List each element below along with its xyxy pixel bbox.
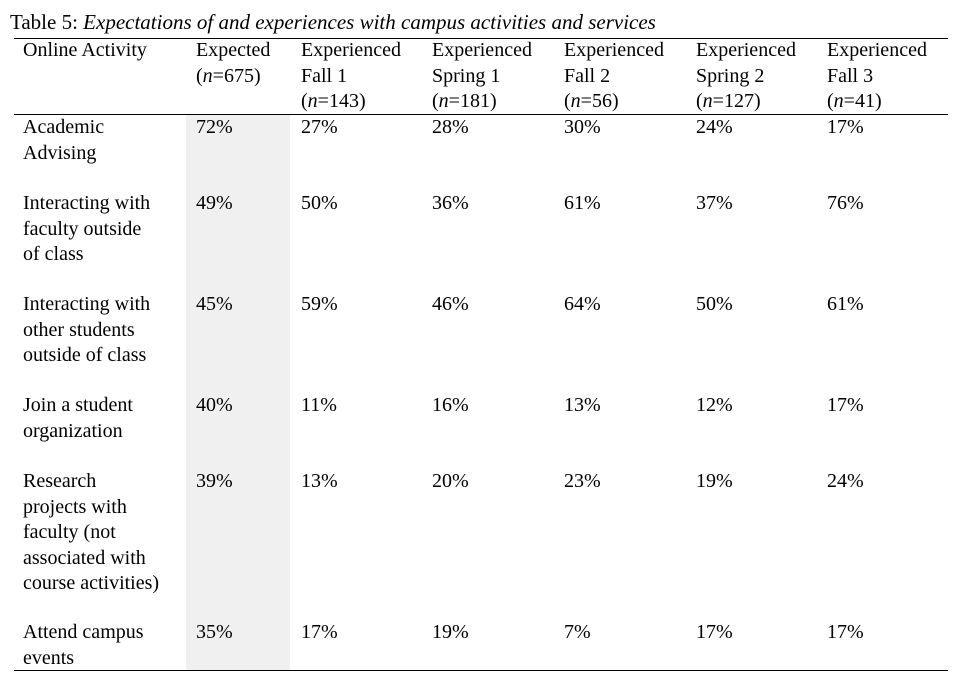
expected-column-shading: [186, 115, 290, 670]
row-label-line: course activities): [23, 572, 160, 594]
row-label-line: Interacting with: [23, 293, 151, 315]
row-label-line: faculty outside: [23, 217, 142, 240]
table-cell-value: 28%: [432, 116, 469, 138]
column-header-line1: Experienced: [827, 39, 927, 61]
column-header-line1: Experienced: [432, 39, 532, 61]
table-cell-value: 61%: [827, 293, 864, 315]
table-caption: Table 5: Expectations of and experiences…: [10, 10, 656, 36]
row-label-line: Academic: [23, 116, 105, 138]
table-cell-value: 19%: [696, 470, 733, 492]
row-label-line: of class: [23, 243, 84, 265]
table-cell-value: 50%: [301, 192, 338, 214]
table-cell-value: 17%: [827, 621, 864, 643]
table-cell-value: 45%: [196, 293, 233, 315]
table-cell-value: 17%: [696, 621, 733, 643]
table-cell-value: 39%: [196, 470, 233, 492]
table-cell-value: 35%: [196, 621, 233, 643]
table-cell-value: 30%: [564, 116, 601, 138]
n-value: =127: [712, 90, 754, 112]
row-label-line: outside of class: [23, 344, 147, 366]
column-header-line1: Expected: [196, 39, 271, 61]
table-cell-value: 11%: [301, 394, 337, 416]
column-header-n: (n=675): [196, 64, 261, 87]
row-label-line: associated with: [23, 546, 146, 569]
column-header-line1: Experienced: [696, 39, 796, 61]
table-cell-value: 12%: [696, 394, 733, 416]
table-cell-value: 23%: [564, 470, 601, 492]
row-label-line: other students: [23, 318, 135, 341]
column-header-line2: Fall 1: [301, 64, 348, 87]
table-cell-value: 13%: [564, 394, 601, 416]
n-symbol: n: [702, 90, 713, 112]
row-header-label: Online Activity: [23, 39, 147, 61]
top-rule: [14, 38, 948, 39]
table-cell-value: 49%: [196, 192, 233, 214]
table-cell-value: 16%: [432, 394, 469, 416]
n-value: =143: [317, 90, 359, 112]
table-cell-value: 7%: [564, 621, 591, 643]
table-cell-value: 36%: [432, 192, 469, 214]
table-cell-value: 24%: [696, 116, 733, 138]
n-symbol: n: [833, 90, 844, 112]
n-symbol: n: [202, 64, 213, 87]
n-value: =41: [843, 90, 875, 112]
table-cell-value: 76%: [827, 192, 864, 214]
row-label-line: Interacting with: [23, 192, 151, 214]
table-cell-value: 59%: [301, 293, 338, 315]
row-label-line: faculty (not: [23, 521, 116, 543]
row-label-line: Attend campus: [23, 621, 144, 643]
column-header-n: (n=41): [827, 90, 882, 112]
column-header-line2: Fall 2: [564, 64, 611, 87]
table-cell-value: 64%: [564, 293, 601, 315]
caption-label: Table 5:: [10, 10, 78, 34]
column-header-n: (n=56): [564, 90, 619, 112]
table-cell-value: 27%: [301, 116, 338, 138]
n-value: =181: [448, 90, 490, 112]
table-cell-value: 37%: [696, 192, 733, 214]
table-cell-value: 20%: [432, 470, 469, 492]
column-header-n: (n=143): [301, 90, 366, 112]
row-label-line: projects with: [23, 495, 127, 518]
column-header-line1: Experienced: [564, 39, 664, 61]
caption-title: Expectations of and experiences with cam…: [83, 10, 656, 34]
table-cell-value: 17%: [827, 116, 864, 138]
column-header-n: (n=127): [696, 90, 761, 112]
table-cell-value: 19%: [432, 621, 469, 643]
table-cell-value: 72%: [196, 116, 233, 138]
table-cell-value: 17%: [827, 394, 864, 416]
column-header-n: (n=181): [432, 90, 497, 112]
table-cell-value: 61%: [564, 192, 601, 214]
n-value: =675: [212, 64, 254, 87]
table-cell-value: 13%: [301, 470, 338, 492]
table-cell-value: 17%: [301, 621, 338, 643]
row-label-line: organization: [23, 419, 123, 442]
table-cell-value: 50%: [696, 293, 733, 315]
row-label-line: Research: [23, 470, 97, 492]
n-symbol: n: [570, 90, 581, 112]
n-symbol: n: [438, 90, 449, 112]
row-label-line: events: [23, 646, 75, 669]
table-cell-value: 40%: [196, 394, 233, 416]
table-cell-value: 24%: [827, 470, 864, 492]
table-cell-value: 46%: [432, 293, 469, 315]
column-header-line2: Fall 3: [827, 64, 874, 87]
n-symbol: n: [307, 90, 318, 112]
bottom-rule: [14, 670, 948, 671]
n-value: =56: [580, 90, 612, 112]
header-rule: [14, 114, 948, 115]
row-label-line: Join a student: [23, 394, 133, 416]
column-header-line2: Spring 2: [696, 64, 765, 87]
column-header-line2: Spring 1: [432, 64, 501, 87]
row-label-line: Advising: [23, 141, 97, 164]
column-header-line1: Experienced: [301, 39, 401, 61]
